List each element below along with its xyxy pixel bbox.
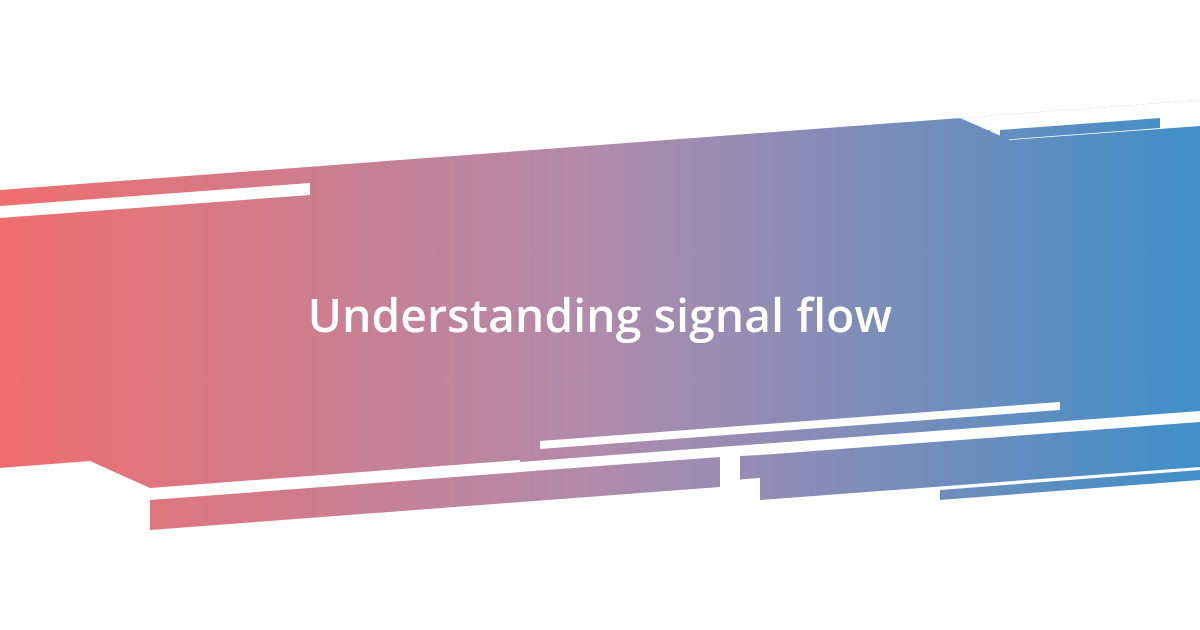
banner-title: Understanding signal flow [0,0,1200,630]
hero-banner: Understanding signal flow [0,0,1200,630]
